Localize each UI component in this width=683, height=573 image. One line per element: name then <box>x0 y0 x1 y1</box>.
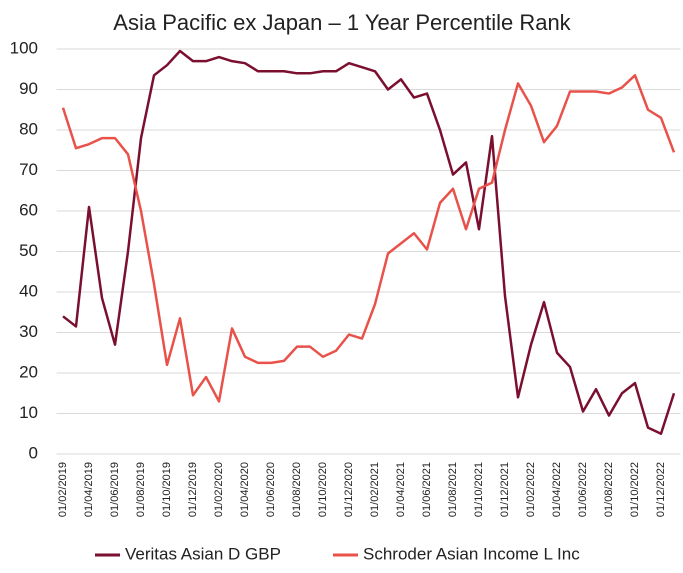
y-tick-label: 20 <box>19 362 38 381</box>
x-tick-label: 01/02/2019 <box>57 462 69 517</box>
x-tick-label: 01/06/2022 <box>577 462 589 517</box>
x-tick-label: 01/10/2019 <box>161 462 173 517</box>
y-tick-label: 10 <box>19 403 38 422</box>
x-tick-label: 01/08/2021 <box>447 462 459 517</box>
y-tick-label: 90 <box>19 79 38 98</box>
series-line <box>61 74 676 403</box>
y-tick-label: 100 <box>10 38 38 57</box>
y-tick-label: 70 <box>19 160 38 179</box>
x-tick-label: 01/06/2020 <box>265 462 277 517</box>
x-tick-label: 01/10/2021 <box>473 462 485 517</box>
y-tick-label: 80 <box>19 119 38 138</box>
x-tick-label: 01/12/2020 <box>343 462 355 517</box>
y-tick-label: 50 <box>19 241 38 260</box>
x-tick-label: 01/04/2022 <box>551 462 563 517</box>
x-tick-label: 01/02/2021 <box>369 462 381 517</box>
y-tick-label: 40 <box>19 281 38 300</box>
x-tick-label: 01/12/2021 <box>499 462 511 517</box>
x-tick-label: 01/06/2019 <box>109 462 121 517</box>
x-tick-label: 01/12/2022 <box>655 462 667 517</box>
x-tick-label: 01/10/2020 <box>317 462 329 517</box>
x-tick-label: 01/08/2019 <box>135 462 147 517</box>
x-tick-label: 01/04/2021 <box>395 462 407 517</box>
x-tick-label: 01/10/2022 <box>629 462 641 517</box>
x-tick-label: 01/08/2020 <box>291 462 303 517</box>
x-tick-label: 01/02/2022 <box>525 462 537 517</box>
legend-label: Schroder Asian Income L Inc <box>363 544 580 563</box>
y-tick-label: 60 <box>19 200 38 219</box>
x-tick-label: 01/08/2022 <box>603 462 615 517</box>
x-tick-label: 01/04/2019 <box>83 462 95 517</box>
x-tick-label: 01/12/2019 <box>187 462 199 517</box>
legend-label: Veritas Asian D GBP <box>125 544 281 563</box>
x-tick-label: 01/02/2020 <box>213 462 225 517</box>
y-tick-label: 30 <box>19 322 38 341</box>
y-tick-label: 0 <box>29 443 38 462</box>
chart-title: Asia Pacific ex Japan – 1 Year Percentil… <box>113 10 571 35</box>
series-line <box>62 49 676 435</box>
x-tick-label: 01/04/2020 <box>239 462 251 517</box>
x-tick-label: 01/06/2021 <box>421 462 433 517</box>
